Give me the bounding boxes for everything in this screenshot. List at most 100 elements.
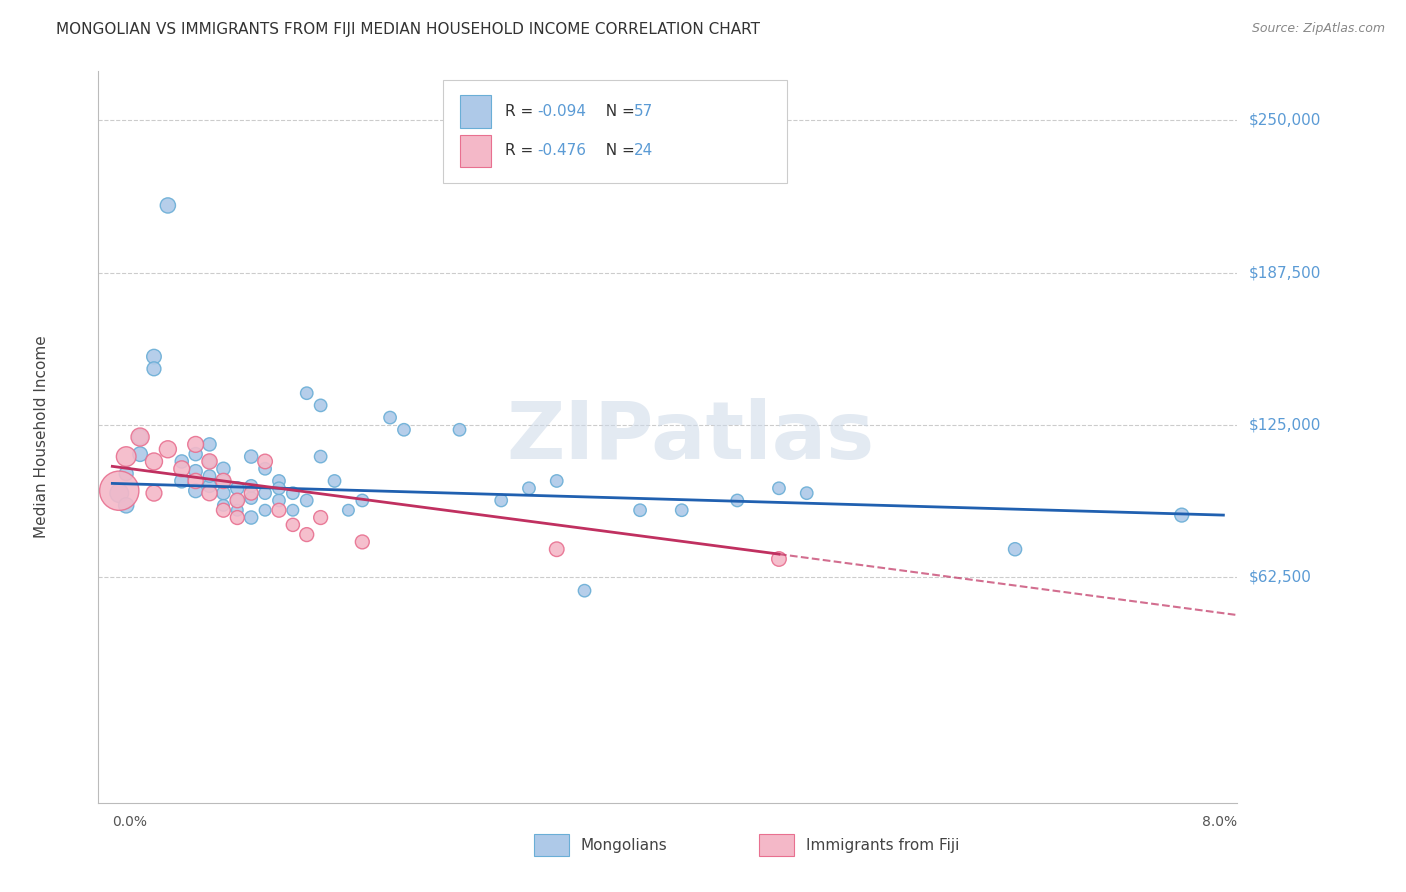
Text: Mongolians: Mongolians	[581, 838, 668, 853]
Point	[240, 486, 263, 500]
Point	[281, 517, 304, 532]
Point	[226, 493, 249, 508]
Point	[254, 462, 277, 476]
Text: N =: N =	[596, 104, 640, 119]
Point	[115, 450, 138, 464]
Point	[337, 503, 360, 517]
Point	[295, 493, 318, 508]
Point	[309, 510, 332, 524]
Point	[170, 474, 193, 488]
Point	[212, 462, 235, 476]
Point	[212, 474, 235, 488]
Point	[725, 493, 748, 508]
Point	[184, 474, 207, 488]
Point	[254, 454, 277, 468]
Text: 0.0%: 0.0%	[112, 815, 148, 829]
Point	[796, 486, 818, 500]
Point	[226, 481, 249, 495]
Point	[254, 486, 277, 500]
Point	[671, 503, 693, 517]
Point	[352, 535, 374, 549]
Point	[184, 464, 207, 478]
Point	[226, 503, 249, 517]
Point	[281, 503, 304, 517]
Point	[267, 474, 290, 488]
Point	[115, 467, 138, 481]
Point	[212, 503, 235, 517]
Point	[378, 410, 401, 425]
Point	[198, 454, 221, 468]
Point	[212, 474, 235, 488]
Text: $62,500: $62,500	[1249, 570, 1312, 585]
Text: R =: R =	[505, 144, 538, 158]
Text: 24: 24	[634, 144, 654, 158]
Point	[143, 361, 166, 376]
Point	[295, 386, 318, 401]
Point	[1004, 542, 1026, 557]
Text: $250,000: $250,000	[1249, 112, 1320, 128]
Point	[108, 486, 131, 500]
Text: $187,500: $187,500	[1249, 265, 1320, 280]
Text: 57: 57	[634, 104, 654, 119]
Point	[170, 462, 193, 476]
Point	[212, 486, 235, 500]
Point	[323, 474, 346, 488]
Point	[517, 481, 540, 495]
Point	[546, 542, 568, 557]
Point	[240, 450, 263, 464]
Point	[267, 503, 290, 517]
Point	[546, 474, 568, 488]
Point	[449, 423, 471, 437]
Point	[198, 437, 221, 451]
Point	[184, 437, 207, 451]
Point	[226, 493, 249, 508]
Text: MONGOLIAN VS IMMIGRANTS FROM FIJI MEDIAN HOUSEHOLD INCOME CORRELATION CHART: MONGOLIAN VS IMMIGRANTS FROM FIJI MEDIAN…	[56, 22, 761, 37]
Point	[198, 454, 221, 468]
Text: 8.0%: 8.0%	[1202, 815, 1237, 829]
Point	[768, 481, 790, 495]
Point	[240, 510, 263, 524]
Point	[143, 350, 166, 364]
Point	[198, 486, 221, 500]
Point	[240, 491, 263, 505]
Point	[281, 486, 304, 500]
Text: -0.094: -0.094	[537, 104, 586, 119]
Point	[309, 398, 332, 412]
Text: $125,000: $125,000	[1249, 417, 1320, 433]
Point	[170, 454, 193, 468]
Point	[309, 450, 332, 464]
Point	[115, 499, 138, 513]
Point	[129, 430, 152, 444]
Point	[143, 486, 166, 500]
Point	[254, 503, 277, 517]
Point	[184, 483, 207, 498]
Point	[129, 430, 152, 444]
Text: Source: ZipAtlas.com: Source: ZipAtlas.com	[1251, 22, 1385, 36]
Text: Immigrants from Fiji: Immigrants from Fiji	[806, 838, 959, 853]
Point	[267, 493, 290, 508]
Text: R =: R =	[505, 104, 538, 119]
Point	[226, 510, 249, 524]
Point	[392, 423, 415, 437]
Point	[628, 503, 651, 517]
Point	[184, 447, 207, 461]
Point	[156, 442, 179, 457]
Point	[489, 493, 512, 508]
Point	[574, 583, 596, 598]
Point	[267, 481, 290, 495]
Point	[143, 454, 166, 468]
Point	[108, 483, 131, 498]
Text: -0.476: -0.476	[537, 144, 586, 158]
Point	[1170, 508, 1192, 522]
Point	[240, 479, 263, 493]
Point	[768, 552, 790, 566]
Text: ZIPatlas: ZIPatlas	[506, 398, 875, 476]
Text: N =: N =	[596, 144, 640, 158]
Point	[212, 499, 235, 513]
Point	[129, 447, 152, 461]
Point	[156, 198, 179, 212]
Point	[198, 479, 221, 493]
Text: Median Household Income: Median Household Income	[34, 335, 49, 539]
Point	[198, 469, 221, 483]
Point	[295, 527, 318, 541]
